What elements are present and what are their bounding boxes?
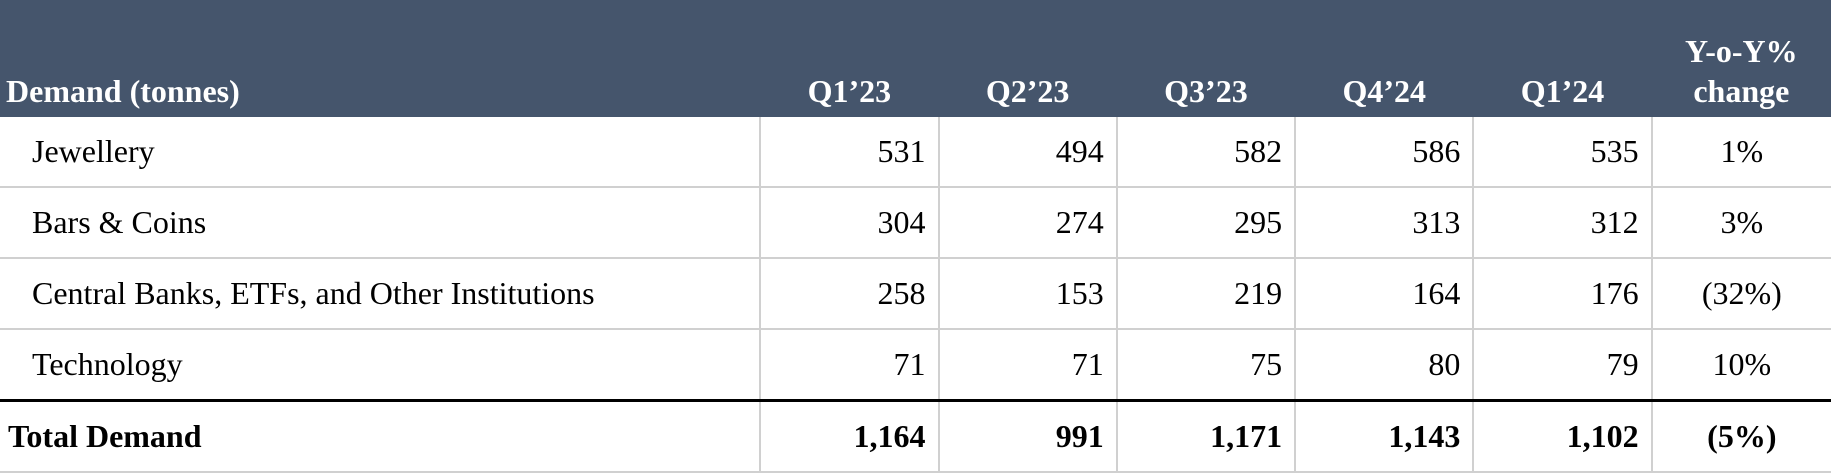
header-yoy-line2: change <box>1693 73 1790 109</box>
row-value: 531 <box>760 117 940 188</box>
row-value: 274 <box>938 187 1118 259</box>
row-value: 153 <box>938 258 1118 330</box>
table-row: Central Banks, ETFs, and Other Instituti… <box>0 258 1831 330</box>
row-value: 164 <box>1295 258 1475 330</box>
table-row: Technology 71 71 75 80 79 10% <box>0 329 1831 402</box>
header-q3-23: Q3’23 <box>1164 73 1248 109</box>
header-q1-23: Q1’23 <box>807 73 892 109</box>
row-value: 295 <box>1116 187 1297 259</box>
row-yoy-change: (32%) <box>1651 258 1831 330</box>
row-value: 312 <box>1473 187 1653 259</box>
row-value: 176 <box>1473 258 1653 330</box>
row-value: 313 <box>1295 187 1475 259</box>
total-row: Total Demand 1,164 991 1,171 1,143 1,102 (5%) <box>0 399 1831 473</box>
header-yoy-change: Y-o-Y% change <box>1652 0 1831 117</box>
row-value: 258 <box>760 258 940 330</box>
row-label: Bars & Coins <box>0 187 762 259</box>
header-yoy-line1: Y-o-Y% <box>1685 33 1798 69</box>
row-value: 80 <box>1295 329 1475 402</box>
row-value: 79 <box>1473 329 1653 402</box>
row-value: 1,102 <box>1473 399 1653 473</box>
row-value: 535 <box>1473 117 1653 188</box>
row-value: 991 <box>938 399 1118 473</box>
header-q2-23: Q2’23 <box>985 73 1070 109</box>
row-value: 586 <box>1295 117 1475 188</box>
row-label: Total Demand <box>0 399 762 473</box>
header-q4-24: Q4’24 <box>1342 73 1426 109</box>
table-row: Jewellery 531 494 582 586 535 1% <box>0 117 1831 188</box>
row-value: 71 <box>938 329 1118 402</box>
row-value: 304 <box>760 187 940 259</box>
row-value: 582 <box>1116 117 1297 188</box>
row-yoy-change: (5%) <box>1651 399 1831 473</box>
row-yoy-change: 3% <box>1651 187 1831 259</box>
row-label: Jewellery <box>0 117 762 188</box>
row-value: 1,143 <box>1295 399 1475 473</box>
row-value: 1,171 <box>1116 399 1297 473</box>
row-label: Central Banks, ETFs, and Other Instituti… <box>0 258 762 330</box>
row-value: 219 <box>1116 258 1297 330</box>
row-yoy-change: 1% <box>1651 117 1831 188</box>
header-q1-24: Q1’24 <box>1520 73 1605 109</box>
row-value: 75 <box>1116 329 1297 402</box>
header-row: Demand (tonnes) Q1’23 Q2’23 Q3’23 Q4’24 … <box>0 0 1831 117</box>
row-label: Technology <box>0 329 762 402</box>
row-value: 494 <box>938 117 1118 188</box>
row-value: 1,164 <box>760 399 940 473</box>
row-value: 71 <box>760 329 940 402</box>
header-demand: Demand (tonnes) <box>6 73 240 109</box>
table-row: Bars & Coins 304 274 295 313 312 3% <box>0 187 1831 259</box>
row-yoy-change: 10% <box>1651 329 1831 402</box>
